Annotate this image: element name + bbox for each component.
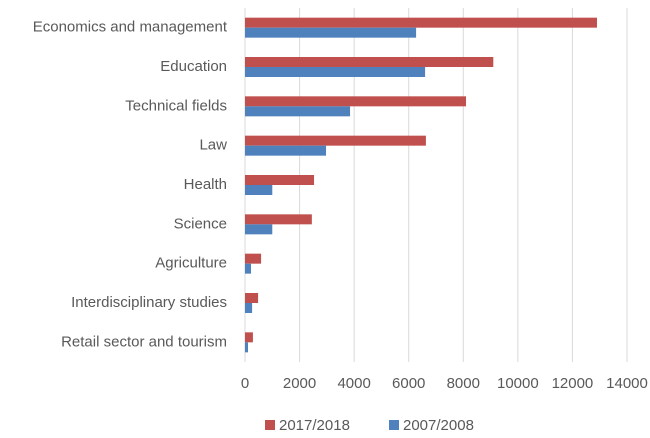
x-tick-label: 12000 — [552, 375, 594, 392]
y-tick-label: Technical fields — [125, 97, 227, 114]
bar — [245, 57, 494, 67]
bar — [245, 135, 426, 146]
bar — [245, 17, 597, 28]
y-tick-label: Science — [174, 215, 227, 232]
y-tick-label: Agriculture — [155, 255, 227, 272]
x-tick-label: 2000 — [283, 375, 316, 392]
y-tick-label: Retail sector and tourism — [61, 333, 227, 350]
bar — [245, 332, 253, 343]
x-tick-label: 0 — [241, 375, 249, 392]
x-tick-label: 4000 — [337, 375, 370, 392]
legend-label: 2007/2008 — [403, 417, 474, 434]
bar — [245, 342, 249, 353]
legend-swatch — [389, 420, 399, 430]
y-tick-label: Interdisciplinary studies — [71, 294, 227, 311]
bar — [245, 27, 417, 38]
bar — [245, 106, 351, 117]
legend-label: 2017/2018 — [279, 417, 350, 434]
x-tick-label: 6000 — [392, 375, 425, 392]
x-tick-label: 10000 — [497, 375, 539, 392]
bar — [245, 303, 253, 313]
y-tick-label: Economics and management — [33, 19, 228, 36]
bar — [245, 67, 426, 77]
y-tick-label: Health — [184, 176, 227, 193]
bar — [245, 214, 312, 225]
bar — [245, 175, 315, 185]
bar — [245, 185, 273, 195]
x-tick-label: 14000 — [606, 375, 648, 392]
bar — [245, 224, 273, 235]
bar — [245, 145, 327, 156]
y-tick-label: Education — [160, 58, 227, 75]
bar — [245, 293, 259, 303]
bar — [245, 96, 467, 107]
legend-swatch — [265, 420, 275, 430]
bar — [245, 253, 262, 264]
x-tick-label: 8000 — [447, 375, 480, 392]
y-tick-label: Law — [199, 137, 227, 154]
bar — [245, 263, 252, 274]
